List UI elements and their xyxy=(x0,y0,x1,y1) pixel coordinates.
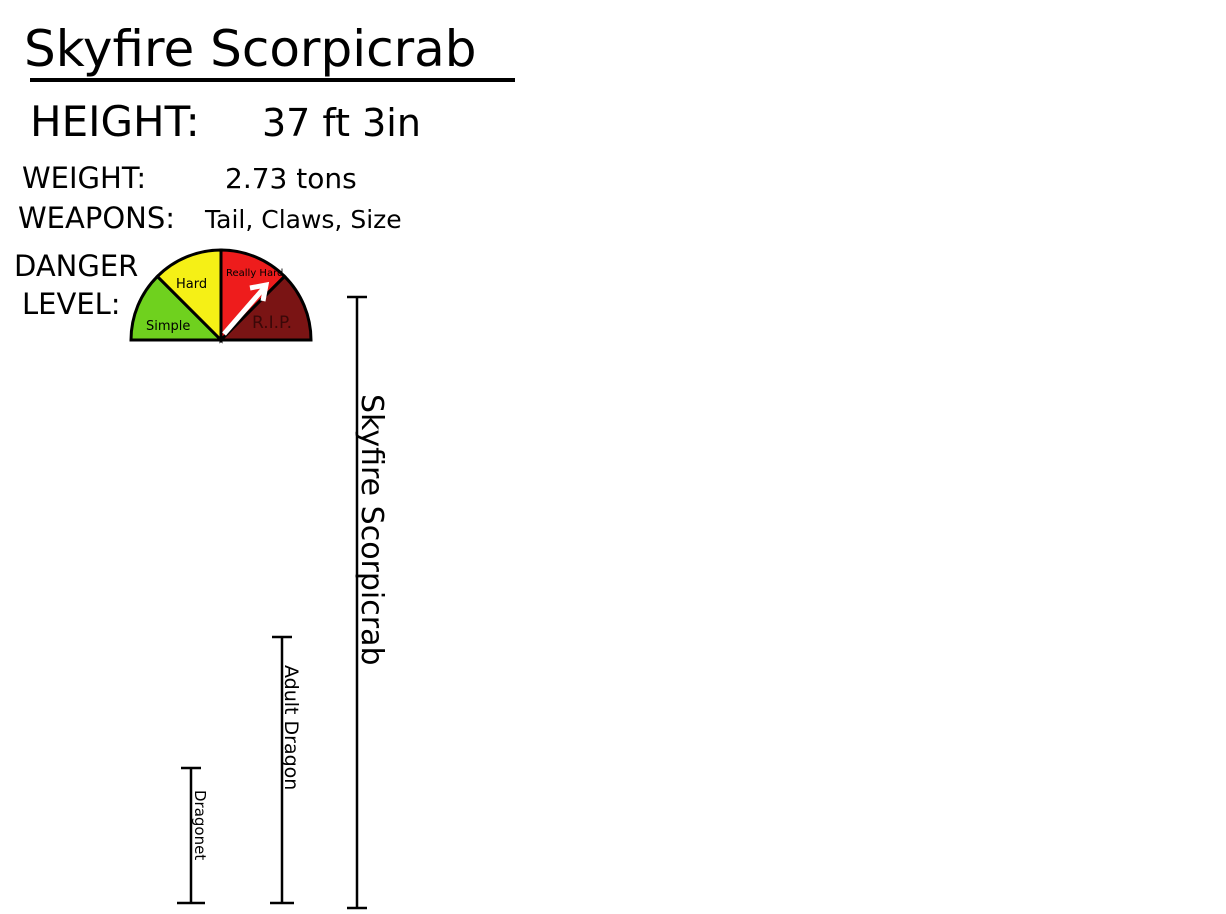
gauge-needle xyxy=(222,286,266,336)
gauge-label: Really Hard xyxy=(226,268,283,279)
size-bar xyxy=(270,635,294,905)
stat-value: Tail, Claws, Size xyxy=(204,205,402,234)
size-label: Dragonet xyxy=(191,790,209,860)
gauge-label: R.I.P. xyxy=(252,313,292,333)
title: Skyfire Scorpicrab xyxy=(24,20,477,78)
size-label: Adult Dragon xyxy=(280,665,302,790)
gauge-segment xyxy=(217,274,313,342)
stat-value: 2.73 tons xyxy=(225,162,357,195)
stat-label: WEAPONS: xyxy=(18,201,175,235)
danger-label: DANGER xyxy=(14,249,138,283)
size-bar xyxy=(177,766,205,905)
stat-label: HEIGHT: xyxy=(30,97,200,146)
danger-gauge xyxy=(129,248,313,344)
stat-value: 37 ft 3in xyxy=(262,101,421,145)
danger-label: LEVEL: xyxy=(22,287,121,321)
size-label: Skyfire Scorpicrab xyxy=(354,394,389,666)
size-bar xyxy=(347,295,367,910)
gauge-label: Simple xyxy=(146,319,190,334)
gauge-needle-head xyxy=(249,281,270,302)
gauge-label: Hard xyxy=(176,277,207,292)
stat-label: WEIGHT: xyxy=(22,161,146,195)
